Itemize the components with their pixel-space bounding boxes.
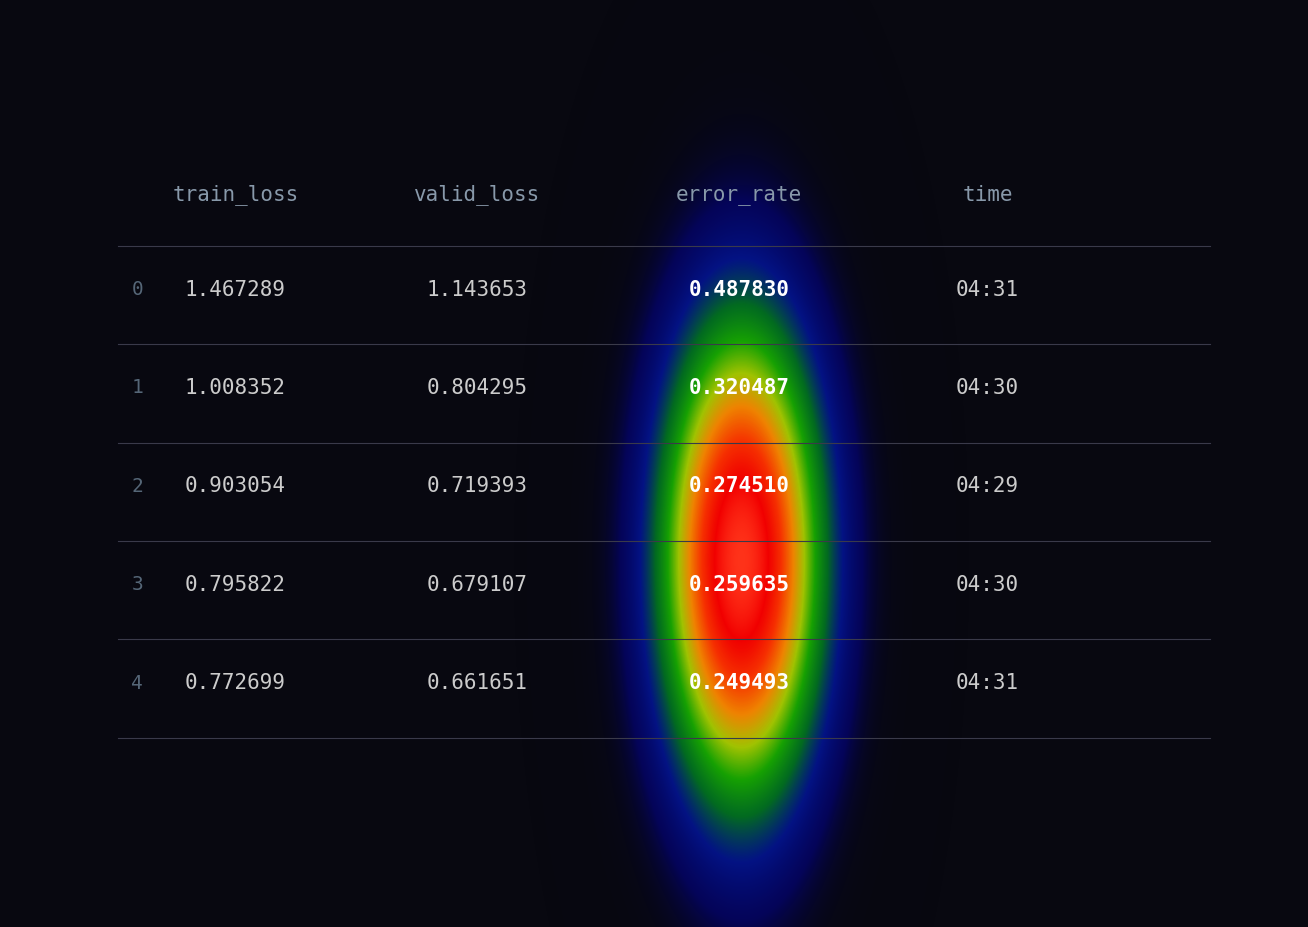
Text: 0.903054: 0.903054 [184,476,286,496]
Text: train_loss: train_loss [173,184,298,205]
Text: 04:29: 04:29 [956,476,1019,496]
Text: 0.661651: 0.661651 [426,672,528,692]
Text: 0.772699: 0.772699 [184,672,286,692]
Text: 1: 1 [132,378,143,397]
Text: 0.804295: 0.804295 [426,377,528,398]
Text: 1.008352: 1.008352 [184,377,286,398]
Text: 0.679107: 0.679107 [426,574,528,594]
Text: 04:31: 04:31 [956,672,1019,692]
Text: 04:30: 04:30 [956,377,1019,398]
Text: 1.467289: 1.467289 [184,279,286,299]
Text: error_rate: error_rate [676,184,802,205]
Text: 04:30: 04:30 [956,574,1019,594]
Text: 0.274510: 0.274510 [688,476,790,496]
Text: 4: 4 [132,673,143,692]
Text: 0.795822: 0.795822 [184,574,286,594]
Text: 0.487830: 0.487830 [688,279,790,299]
Text: 2: 2 [132,476,143,495]
Text: 1.143653: 1.143653 [426,279,528,299]
Text: 0: 0 [132,280,143,298]
Text: 0.719393: 0.719393 [426,476,528,496]
Text: time: time [963,184,1012,205]
Text: 0.259635: 0.259635 [688,574,790,594]
Text: 3: 3 [132,575,143,593]
Text: 0.249493: 0.249493 [688,672,790,692]
Text: valid_loss: valid_loss [415,184,540,205]
Text: 0.320487: 0.320487 [688,377,790,398]
Text: 04:31: 04:31 [956,279,1019,299]
